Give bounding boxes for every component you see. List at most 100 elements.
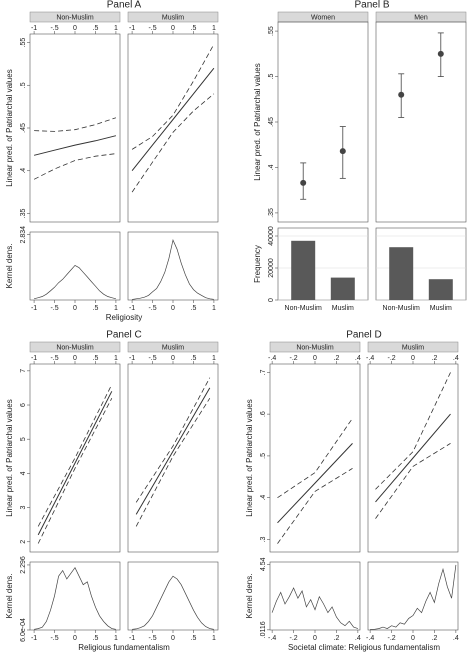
x-tick-label: -.5 [50,635,58,642]
ci-line [375,443,451,519]
x-tick-label: .5 [191,635,197,642]
x-tick-label: 0 [73,355,77,362]
y-tick-label: 20000 [268,258,275,278]
x-tick-label: 1 [114,635,118,642]
x-tick-label: 0 [411,355,415,362]
x-tick-label: .2 [334,635,340,642]
plot-frame [367,561,459,631]
y-tick-label: .35 [20,208,27,218]
x-tick-label: .5 [93,635,99,642]
x-tick-label: -1 [129,355,135,362]
y-tick-label: 6 [20,403,27,407]
density-line [34,567,116,630]
x-tick-label: 1 [212,635,216,642]
y-tick-label: .4 [20,168,27,174]
facet-label: Women [311,14,335,21]
x-tick-label: -1 [31,25,37,32]
x-tick-label: Non-Muslim [285,305,323,312]
facet-label: Muslim [402,344,424,351]
x-tick-label: .5 [191,355,197,362]
y-tick-label: 7 [20,369,27,373]
x-tick-label: -.5 [50,355,58,362]
facet-strip [29,11,121,23]
density-line [370,564,457,630]
x-tick-label: -1 [31,355,37,362]
plot-frame [375,21,467,223]
x-tick-label: .4 [355,355,361,362]
y-tick-label: .4 [260,495,267,501]
x-tick-label: -.4 [268,355,276,362]
ci-line [277,418,353,499]
x-tick-label: Muslim [332,305,354,312]
x-tick-label: -1 [31,635,37,642]
fit-line [375,413,451,503]
x-tick-label: -1 [129,305,135,312]
x-tick-label: 1 [114,355,118,362]
fit-line [277,443,353,524]
x-tick-label: 0 [313,635,317,642]
panel-title: Panel A [107,0,142,11]
x-tick-label: -.4 [366,635,374,642]
x-tick-label: -1 [129,635,135,642]
ci-line [131,93,215,193]
y-tick-label: 2.296 [20,556,27,574]
ci-line [375,372,451,490]
plot-frame [269,363,361,553]
x-tick-label: .2 [334,355,340,362]
fit-line [33,135,117,156]
x-tick-label: 1 [114,305,118,312]
y-tick-label: .5 [260,453,267,459]
x-tick-label: 1 [212,355,216,362]
point [437,50,444,57]
density-line [132,238,214,300]
y-tick-label: .55 [20,38,27,48]
x-tick-label: 1 [212,305,216,312]
x-tick-label: .5 [93,355,99,362]
y-tick-label: 40000 [268,226,275,246]
x-tick-label: Non-Muslim [383,305,421,312]
x-tick-label: .4 [453,355,459,362]
point [339,148,346,155]
ci-line [37,398,113,544]
x-tick-label: -.2 [289,355,297,362]
ci-line [34,117,117,132]
x-tick-label: .5 [93,305,99,312]
x-tick-label: 1 [114,25,118,32]
y-tick-label: .4 [268,164,275,170]
facet-strip [269,341,361,353]
panel-title: Panel B [354,0,389,11]
x-tick-label: 0 [313,355,317,362]
x-axis-label: Religiosity [106,313,142,322]
x-tick-label: -.5 [148,355,156,362]
y-tick-label: .35 [268,208,275,218]
x-axis-label: Societal climate: Religious fundamentali… [288,643,440,652]
y-tick-label: .45 [20,123,27,133]
plot-frame [29,561,121,631]
y-axis-label: Linear pred. of Patriarchal values [5,69,14,186]
ci-line [33,153,116,180]
bar [428,279,453,300]
x-tick-label: 0 [73,25,77,32]
y-axis-label: Linear pred. of Patriarchal values [245,399,254,516]
ci-line [135,397,211,527]
facet-strip [127,341,219,353]
x-tick-label: 1 [212,25,216,32]
density-line [132,575,214,630]
y-tick-label: .45 [268,117,275,127]
x-tick-label: .2 [432,355,438,362]
x-axis-label: Religious fundamentalism [78,643,170,652]
x-tick-label: -.2 [387,635,395,642]
x-tick-label: 0 [73,635,77,642]
x-tick-label: -.4 [366,355,374,362]
x-tick-label: .5 [191,25,197,32]
x-tick-label: .5 [191,305,197,312]
ci-line [131,44,215,150]
plot-frame [127,33,219,223]
facet-label: Men [414,14,428,21]
y-tick-label: 4 [20,471,27,475]
x-tick-label: -.2 [289,635,297,642]
x-tick-label: .4 [355,635,361,642]
bar [389,247,414,300]
x-tick-label: -1 [31,305,37,312]
